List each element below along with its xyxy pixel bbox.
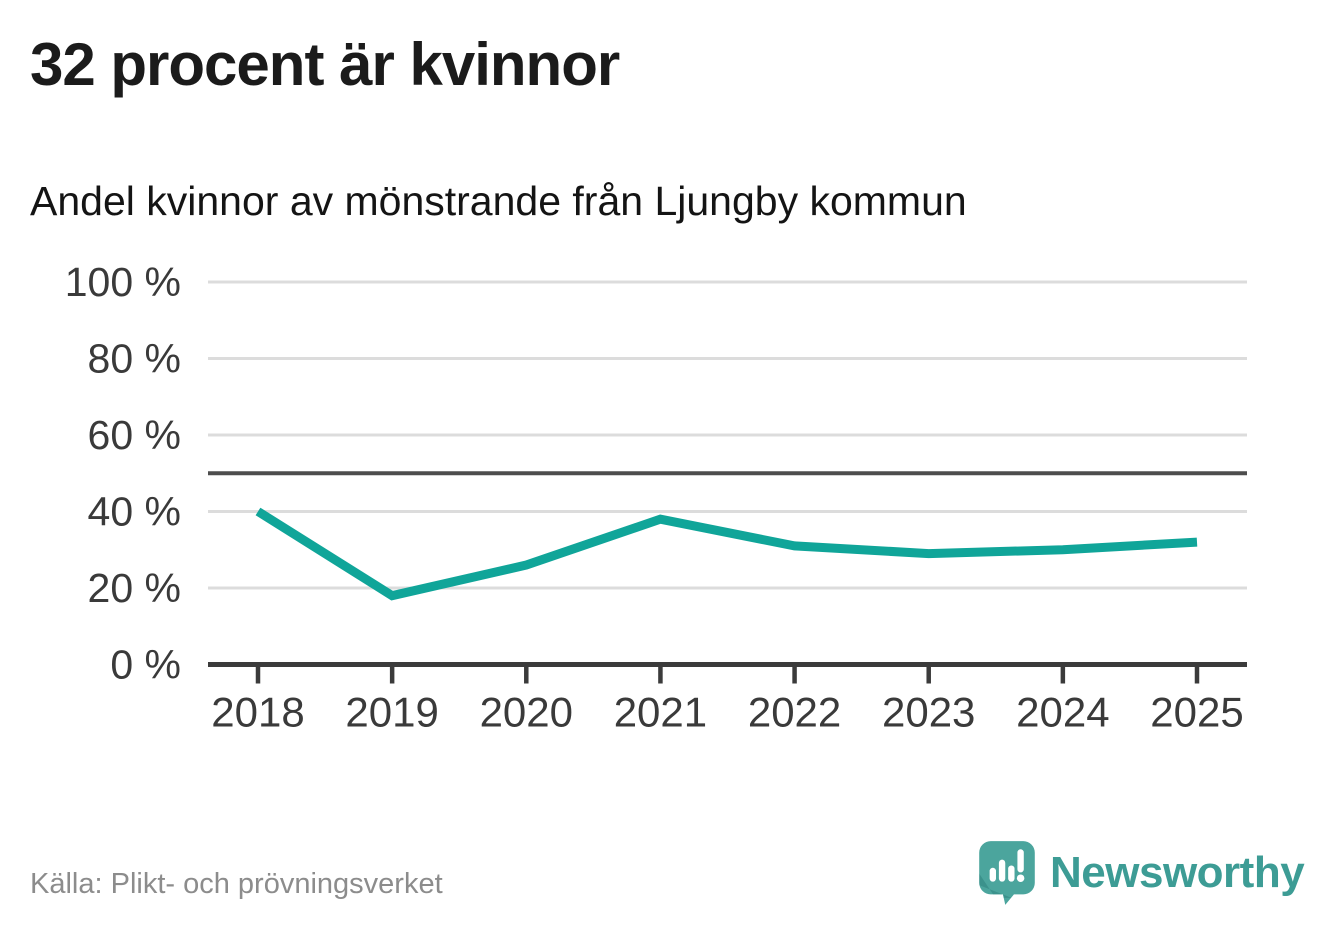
- x-axis-label: 2025: [1150, 689, 1243, 736]
- logo-bar-chart-glyph: [989, 849, 1025, 882]
- source-note: Källa: Plikt- och prövningsverket: [30, 868, 443, 900]
- y-axis-label: 20 %: [88, 565, 181, 611]
- logo-bubble: [979, 841, 1035, 905]
- chart-subtitle: Andel kvinnor av mönstrande från Ljungby…: [30, 178, 967, 224]
- y-axis-label: 100 %: [65, 259, 181, 305]
- x-axis-label: 2018: [211, 689, 304, 736]
- y-axis-label: 0 %: [110, 642, 181, 688]
- newsworthy-logo-icon: [979, 841, 1035, 905]
- brand-name: Newsworthy: [1050, 848, 1305, 897]
- x-axis-label: 2022: [748, 689, 841, 736]
- x-axis-label: 2021: [614, 689, 707, 736]
- x-axis-label: 2020: [480, 689, 573, 736]
- x-axis-label: 2024: [1016, 689, 1109, 736]
- page-title: 32 procent är kvinnor: [30, 31, 620, 98]
- y-axis-label: 80 %: [88, 336, 181, 382]
- x-axis-label: 2019: [345, 689, 438, 736]
- y-axis-label: 60 %: [88, 412, 181, 458]
- y-axis-label: 40 %: [88, 489, 181, 535]
- x-axis-label: 2023: [882, 689, 975, 736]
- logo-bubble-shade: [979, 873, 1012, 898]
- brand-lockup: Newsworthy: [978, 840, 1305, 906]
- data-series-line: [255, 507, 1198, 601]
